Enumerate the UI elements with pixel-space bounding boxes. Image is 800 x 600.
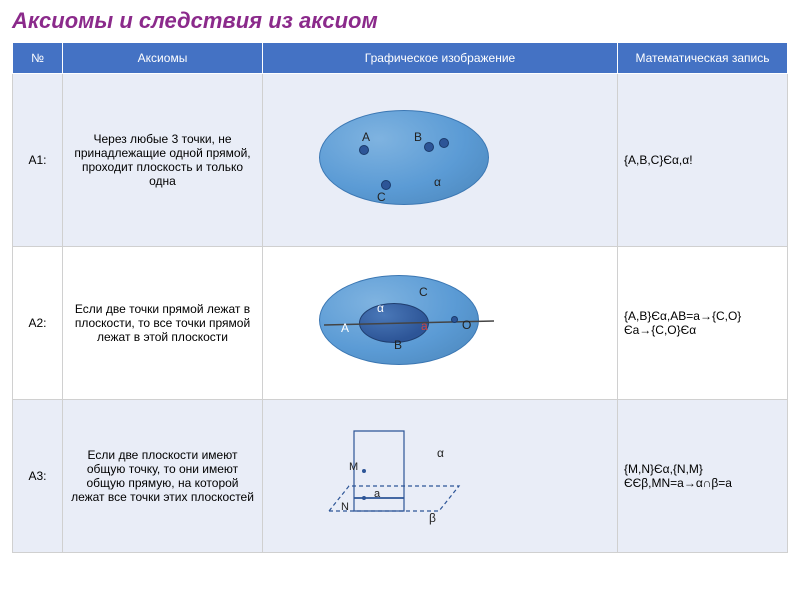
label-a3: a (374, 488, 380, 500)
label-alpha: α (434, 175, 441, 189)
table-row: А1: Через любые 3 точки, не принадлежащи… (13, 74, 788, 247)
point-b (424, 142, 434, 152)
label-o-pt: O (462, 318, 471, 332)
cell-math: {A,B,C}Єα,α! (618, 74, 788, 247)
cell-id: А2: (13, 247, 63, 400)
cell-id: А3: (13, 400, 63, 553)
cell-graphic: A B C O α a (263, 247, 618, 400)
cell-text: Если две точки прямой лежат в плоскости,… (63, 247, 263, 400)
axioms-table: № Аксиомы Графическое изображение Матема… (12, 42, 788, 553)
label-alpha3: α (437, 446, 444, 460)
cell-text: Если две плоскости имеют общую точку, то… (63, 400, 263, 553)
cell-id: А1: (13, 74, 63, 247)
cell-math: {A,B}Єα,AB=a→{C,O}Єa→{C,O}Єα (618, 247, 788, 400)
table-row: А3: Если две плоскости имеют общую точку… (13, 400, 788, 553)
header-axioms: Аксиомы (63, 43, 263, 74)
label-line-a: a (421, 319, 428, 333)
planes-svg (309, 416, 489, 536)
plane-ellipse (319, 110, 489, 205)
point-o (451, 316, 458, 323)
label-a: A (362, 130, 370, 144)
label-c: C (377, 190, 386, 204)
header-graphic: Графическое изображение (263, 43, 618, 74)
table-header-row: № Аксиомы Графическое изображение Матема… (13, 43, 788, 74)
label-b-pt: B (394, 338, 402, 352)
point-c (381, 180, 391, 190)
table-row: А2: Если две точки прямой лежат в плоско… (13, 247, 788, 400)
point-a (359, 145, 369, 155)
label-beta3: β (429, 511, 436, 525)
header-math: Математическая запись (618, 43, 788, 74)
label-c-pt: C (419, 285, 428, 299)
label-a-pt: A (341, 321, 349, 335)
point-b2 (439, 138, 449, 148)
label-m: M (349, 461, 358, 473)
page-title: Аксиомы и следствия из аксиом (12, 8, 788, 34)
graphic-ellipse-3points: A B C α (269, 80, 611, 240)
line-a (269, 253, 529, 393)
cell-text: Через любые 3 точки, не принадлежащие од… (63, 74, 263, 247)
label-alpha2: α (377, 301, 384, 315)
graphic-two-planes: M N a α β (269, 406, 611, 546)
label-b: B (414, 130, 422, 144)
cell-math: {M,N}Єα,{N,M}ЄЄβ,MN=a→α∩β=a (618, 400, 788, 553)
label-n: N (341, 501, 349, 513)
cell-graphic: A B C α (263, 74, 618, 247)
graphic-ellipse-line: A B C O α a (269, 253, 611, 393)
cell-graphic: M N a α β (263, 400, 618, 553)
header-num: № (13, 43, 63, 74)
